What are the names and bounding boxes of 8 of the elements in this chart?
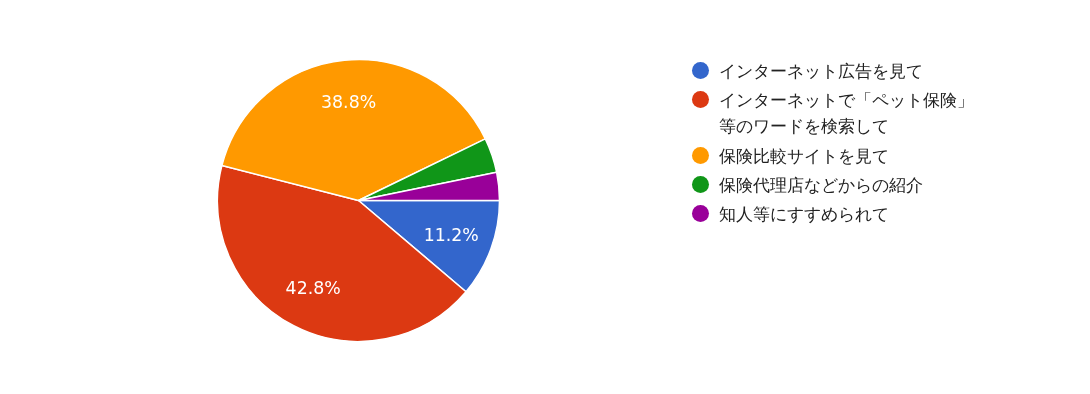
- data-label: 38.8%: [321, 92, 377, 113]
- data-label: 11.2%: [423, 224, 479, 245]
- legend-label: 保険比較サイトを見て: [718, 145, 889, 166]
- legend-label: インターネット広告を見て: [718, 60, 923, 81]
- legend-label: インターネットで「ペット保険」等のワードを検索して: [718, 89, 974, 136]
- legend-label: 保険代理店などからの紹介: [718, 174, 923, 195]
- data-label: 42.8%: [285, 278, 341, 299]
- legend-label: 知人等にすすめられて: [718, 203, 889, 224]
